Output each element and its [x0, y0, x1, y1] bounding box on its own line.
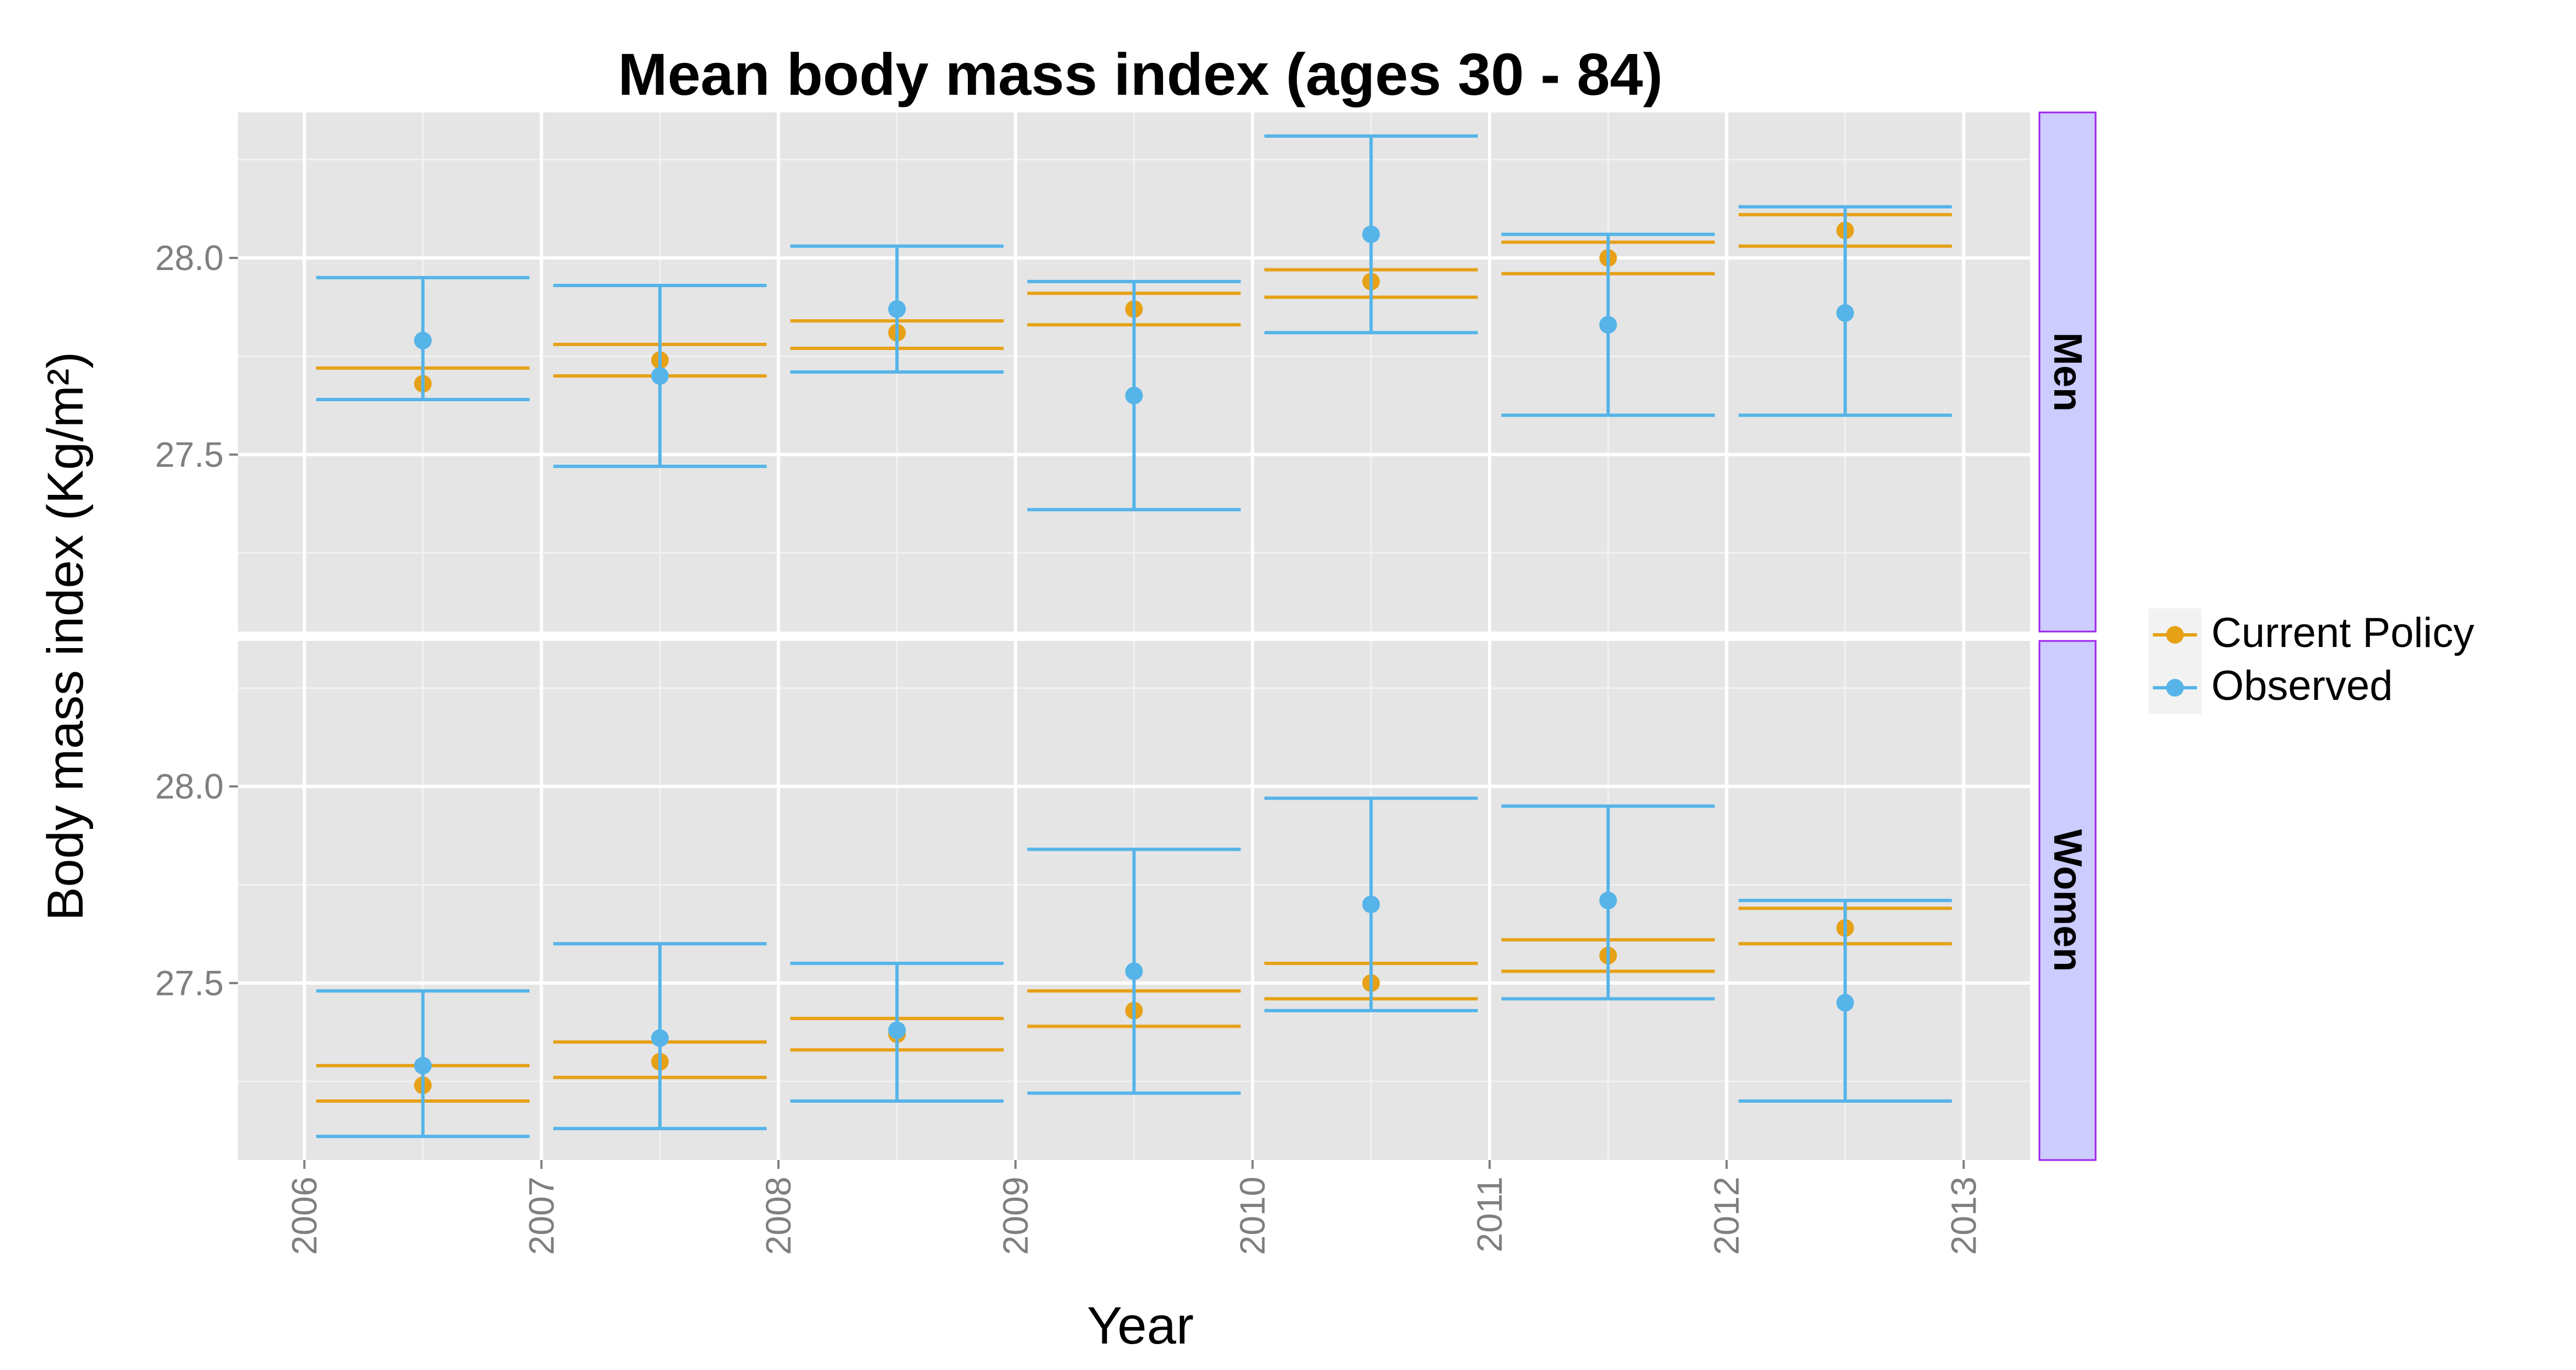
observed-point: [414, 1056, 432, 1075]
facet-strip-label: Women: [2045, 829, 2090, 972]
plot-layer: 27.5 28.0 Men 27.5 28.0 Women 2006 2007 2008 2009…: [37, 111, 2474, 1255]
observed-point: [1599, 316, 1617, 334]
facet-panel-women: 27.5 28.0 Women: [155, 640, 2097, 1161]
y-tick-label: 28.0: [155, 238, 224, 278]
observed-point: [1836, 994, 1854, 1012]
observed-point: [888, 1021, 906, 1039]
legend-marker-observed: [2166, 679, 2184, 697]
x-tick-label: 2011: [1470, 1177, 1509, 1253]
x-tick-label: 2007: [522, 1177, 561, 1255]
observed-point: [651, 367, 669, 385]
observed-point: [1599, 892, 1617, 909]
observed-point: [1125, 386, 1143, 404]
observed-point: [1125, 962, 1143, 980]
observed-point: [1836, 304, 1854, 322]
facet-strip: [2038, 111, 2097, 633]
observed-point: [888, 300, 906, 318]
facet-strip: [2038, 640, 2097, 1161]
x-axis-label: Year: [1087, 1296, 1194, 1355]
x-tick-label: 2012: [1707, 1177, 1746, 1255]
x-tick-label: 2008: [759, 1177, 798, 1255]
y-tick-label: 28.0: [155, 767, 224, 806]
observed-point: [414, 331, 432, 349]
legend: Current Policy Observed: [2149, 608, 2474, 714]
observed-point: [651, 1029, 669, 1047]
legend-label: Current Policy: [2211, 610, 2474, 656]
x-tick-label: 2006: [284, 1177, 324, 1255]
facet-panel-men: 27.5 28.0 Men: [155, 111, 2097, 633]
y-axis-label: Body mass index (Kg/m²): [37, 352, 94, 921]
chart-title: Mean body mass index (ages 30 - 84): [618, 41, 1663, 107]
x-tick-label: 2010: [1233, 1177, 1273, 1255]
legend-label: Observed: [2211, 662, 2393, 709]
y-tick-label: 27.5: [155, 435, 224, 474]
observed-point: [1362, 896, 1380, 914]
legend-marker-current-policy: [2166, 626, 2184, 644]
x-tick-label: 2009: [995, 1177, 1035, 1255]
facet-strip-label: Men: [2045, 332, 2090, 412]
observed-point: [1362, 225, 1380, 244]
y-tick-label: 27.5: [155, 963, 224, 1003]
x-tick-label: 2013: [1944, 1177, 1984, 1255]
